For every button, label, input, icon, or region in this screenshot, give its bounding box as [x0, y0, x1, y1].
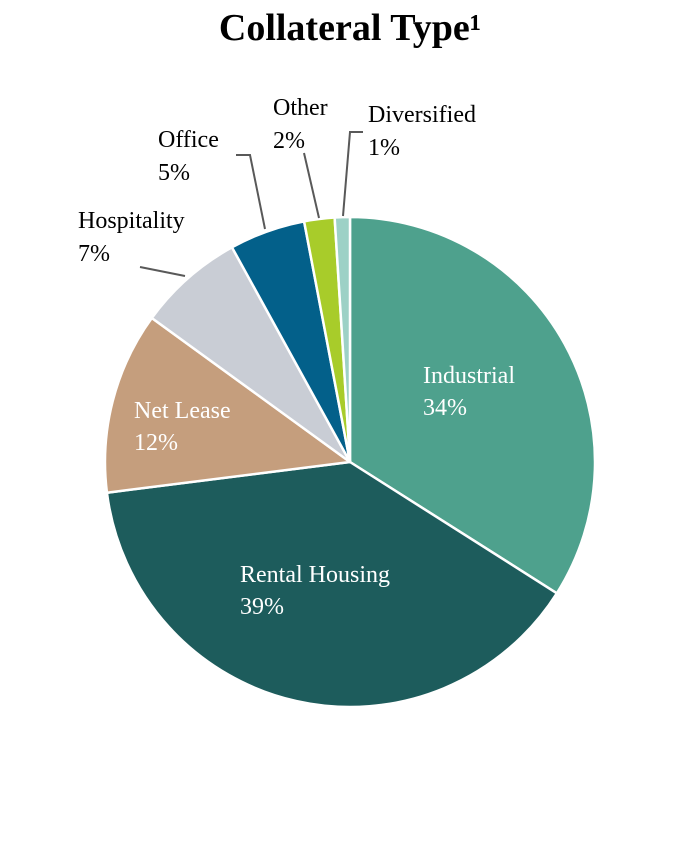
slice-value-other: 2% [273, 128, 305, 154]
pie-slice-diversified [333, 215, 352, 464]
slice-value-industrial: 34% [423, 395, 467, 421]
labels-layer: Industrial 34% Rental Housing 39% Net Lease 1… [78, 95, 515, 620]
slice-value-office: 5% [158, 160, 190, 186]
leader-line-hospitality [139, 266, 186, 277]
slice-value-rental-housing: 39% [240, 594, 284, 620]
slice-name-rental-housing: Rental Housing [240, 562, 390, 588]
slices-layer [103, 215, 597, 709]
slice-name-diversified: Diversified [368, 102, 476, 128]
chart-title: Collateral Type¹ [218, 7, 482, 49]
leader-line-office [236, 154, 266, 230]
slice-value-diversified: 1% [368, 135, 400, 161]
slice-name-net-lease: Net Lease [134, 398, 231, 424]
leader-lines-layer [139, 131, 363, 277]
slice-name-hospitality: Hospitality [78, 208, 185, 234]
leader-line-other [303, 152, 320, 219]
slice-name-office: Office [158, 127, 219, 153]
leader-line-diversified [342, 131, 363, 217]
slice-value-hospitality: 7% [78, 241, 110, 267]
slice-name-other: Other [273, 95, 328, 121]
pie-slice-rental-housing [105, 460, 559, 709]
pie-slice-industrial [348, 215, 597, 595]
pie-slice-net-lease [103, 316, 352, 494]
slice-name-industrial: Industrial [423, 363, 515, 389]
pie-slice-hospitality [150, 246, 352, 464]
slice-value-net-lease: 12% [134, 430, 178, 456]
